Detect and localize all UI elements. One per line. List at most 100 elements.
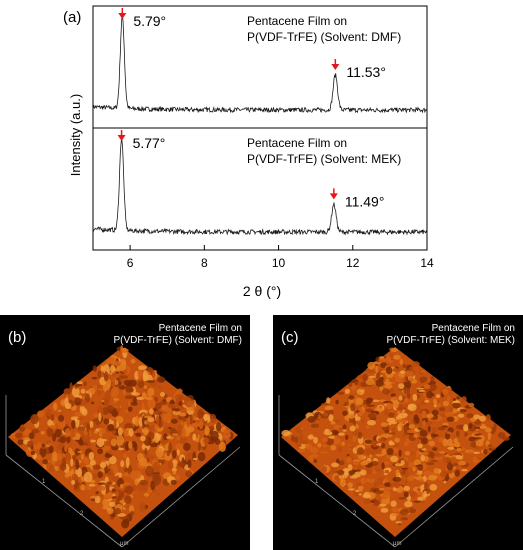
- afm-grain: [28, 432, 35, 440]
- afm-grain: [144, 420, 148, 425]
- afm-grain: [381, 497, 391, 505]
- afm-grain: [378, 503, 387, 507]
- afm-grain: [375, 454, 384, 457]
- afm-grain: [403, 485, 411, 491]
- afm-grain: [52, 451, 58, 462]
- afm-grain: [394, 437, 400, 443]
- afm-grain: [358, 493, 362, 496]
- afm-grain: [367, 361, 376, 370]
- afm-grain: [328, 435, 336, 439]
- afm-grain: [298, 434, 303, 441]
- afm-grain: [159, 401, 168, 405]
- afm-grain: [175, 474, 180, 480]
- afm-grain: [156, 493, 162, 496]
- afm-grain: [395, 376, 403, 382]
- afm-grain: [123, 453, 127, 458]
- afm-grain: [332, 437, 341, 445]
- afm-grain: [402, 363, 406, 369]
- afm-grain: [347, 446, 354, 449]
- afm-grain: [127, 406, 133, 412]
- afm-tick-c-unit: μm: [393, 541, 402, 547]
- afm-grain: [481, 423, 486, 429]
- afm-grain: [442, 400, 450, 407]
- afm-grain: [454, 469, 460, 477]
- afm-grain: [420, 478, 424, 483]
- afm-grain: [80, 388, 86, 394]
- afm-grain: [381, 462, 385, 470]
- afm-grain: [104, 454, 113, 458]
- afm-grain: [138, 501, 146, 512]
- afm-grain: [343, 403, 349, 406]
- afm-grain: [30, 414, 39, 425]
- afm-grain: [338, 460, 345, 466]
- afm-grain: [408, 475, 415, 482]
- afm-grain: [192, 433, 197, 441]
- afm-grain: [413, 434, 418, 438]
- afm-y-axis: [394, 446, 514, 548]
- afm-grain: [19, 426, 26, 432]
- afm-grain: [426, 462, 435, 466]
- afm-grain: [348, 488, 355, 491]
- afm-grain: [409, 462, 415, 468]
- afm-grain: [333, 430, 340, 436]
- afm-grain: [210, 430, 219, 441]
- afm-tick-b-1: 1: [42, 479, 46, 485]
- afm-grain: [409, 491, 417, 498]
- afm-grain: [393, 354, 401, 360]
- x-tick-label: 12: [346, 256, 360, 270]
- afm-grain: [170, 479, 177, 485]
- afm-grain: [87, 440, 92, 449]
- afm-grain: [404, 370, 414, 377]
- afm-grain: [106, 481, 113, 485]
- afm-grain: [347, 464, 353, 471]
- afm-grain: [425, 388, 434, 392]
- afm-grain: [385, 366, 393, 375]
- afm-grain: [156, 386, 163, 389]
- afm-grain: [135, 470, 142, 479]
- afm-grain: [71, 386, 80, 398]
- afm-grain: [391, 513, 399, 516]
- afm-grain: [355, 413, 358, 422]
- afm-grain: [116, 434, 125, 446]
- peak-label: 11.49°: [345, 193, 385, 209]
- afm-grain: [358, 466, 362, 470]
- afm-grain: [114, 360, 121, 367]
- afm-grain: [425, 477, 433, 480]
- afm-grain: [131, 392, 140, 396]
- afm-grain: [145, 465, 154, 477]
- afm-grain: [98, 388, 103, 391]
- afm-grain: [154, 410, 163, 416]
- afm-grain: [420, 454, 425, 462]
- afm-grain: [334, 475, 340, 482]
- afm-grain: [112, 463, 118, 475]
- afm-grain: [446, 431, 452, 434]
- afm-grain: [398, 497, 407, 500]
- afm-grain: [122, 370, 127, 374]
- afm-grain: [157, 376, 166, 383]
- afm-grain: [125, 441, 129, 451]
- afm-grain: [81, 434, 91, 443]
- afm-grain: [371, 399, 380, 402]
- afm-grain: [119, 358, 127, 367]
- afm-grain: [390, 500, 397, 507]
- afm-grain: [433, 398, 438, 406]
- afm-grain: [66, 435, 71, 444]
- afm-grain: [420, 380, 424, 384]
- afm-grain: [371, 440, 379, 447]
- afm-grain: [117, 513, 126, 517]
- afm-grain: [373, 500, 381, 506]
- afm-grain: [322, 437, 328, 443]
- afm-grain: [400, 370, 406, 374]
- afm-grain: [421, 451, 430, 456]
- afm-grain: [398, 395, 403, 401]
- afm-grain: [421, 448, 427, 451]
- afm-grain: [27, 440, 34, 448]
- afm-grain: [97, 405, 104, 416]
- afm-grain: [154, 402, 162, 410]
- afm-grain: [154, 424, 158, 431]
- afm-image-b: (b) Pentacene Film on P(VDF-TrFE) (Solve…: [0, 315, 250, 550]
- afm-grain: [39, 446, 47, 458]
- afm-grain: [179, 436, 187, 445]
- afm-grain: [418, 437, 422, 440]
- x-tick-label: 10: [272, 256, 286, 270]
